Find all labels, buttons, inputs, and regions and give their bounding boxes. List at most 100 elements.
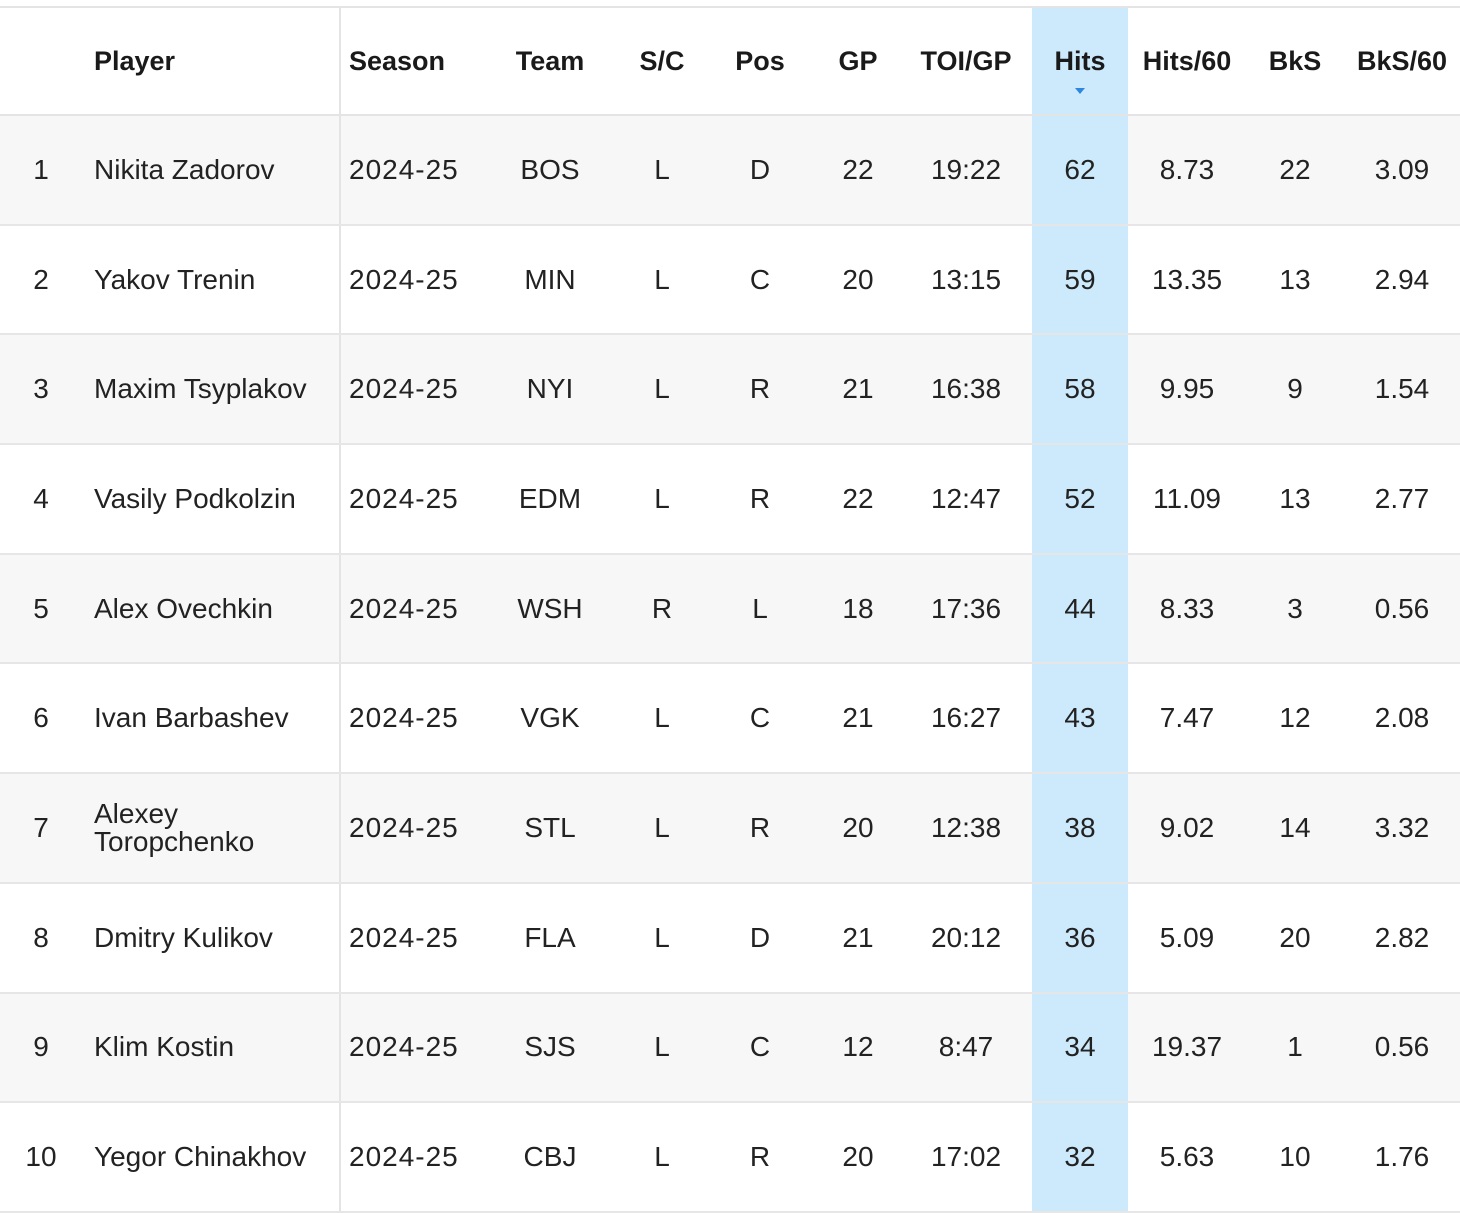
cell-toi-per-game: 13:15: [900, 224, 1032, 336]
table-row[interactable]: 3 Maxim Tsyplakov 2024-25 NYI L R 21 16:38 58 9.9…: [0, 334, 1460, 446]
header-bks60[interactable]: BkS/60: [1344, 6, 1460, 116]
cell-team: NYI: [480, 334, 620, 446]
header-hits[interactable]: Hits: [1032, 6, 1128, 116]
cell-blocked-shots-per-60: 0.56: [1344, 992, 1460, 1104]
cell-hits-per-60: 7.47: [1128, 663, 1246, 775]
table-row[interactable]: 7 Alexey Toropchenko 2024-25 STL L R 20 12:38 38…: [0, 773, 1460, 884]
cell-rank: 10: [0, 1102, 82, 1213]
cell-player[interactable]: Maxim Tsyplakov: [82, 334, 341, 446]
cell-team: BOS: [480, 115, 620, 226]
cell-season: 2024-25: [340, 663, 480, 775]
sort-descending-icon: [1075, 88, 1085, 94]
cell-games-played: 18: [816, 553, 900, 665]
cell-blocked-shots-per-60: 2.94: [1344, 224, 1460, 336]
cell-shoots-catches: L: [620, 1102, 704, 1213]
table-row[interactable]: 9 Klim Kostin 2024-25 SJS L C 12 8:47 34 19.37 1 0.…: [0, 992, 1460, 1104]
cell-team: MIN: [480, 224, 620, 336]
cell-rank: 1: [0, 115, 82, 226]
cell-position: D: [704, 115, 816, 226]
cell-position: R: [704, 334, 816, 446]
cell-hits-per-60: 5.63: [1128, 1102, 1246, 1213]
cell-hits: 62: [1032, 115, 1128, 226]
cell-hits: 59: [1032, 224, 1128, 336]
cell-games-played: 20: [816, 773, 900, 884]
header-team[interactable]: Team: [480, 6, 620, 116]
header-toi[interactable]: TOI/GP: [900, 6, 1032, 116]
table-row[interactable]: 1 Nikita Zadorov 2024-25 BOS L D 22 19:22 62 8.73…: [0, 115, 1460, 226]
cell-hits-per-60: 8.33: [1128, 553, 1246, 665]
cell-team: STL: [480, 773, 620, 884]
cell-blocked-shots: 3: [1246, 553, 1344, 665]
cell-blocked-shots: 14: [1246, 773, 1344, 884]
cell-position: D: [704, 882, 816, 994]
cell-player[interactable]: Yegor Chinakhov: [82, 1102, 341, 1213]
cell-player[interactable]: Nikita Zadorov: [82, 115, 341, 226]
header-hits60[interactable]: Hits/60: [1128, 6, 1246, 116]
header-gp[interactable]: GP: [816, 6, 900, 116]
cell-hits: 36: [1032, 882, 1128, 994]
cell-blocked-shots: 10: [1246, 1102, 1344, 1213]
cell-season: 2024-25: [340, 115, 480, 226]
cell-player[interactable]: Klim Kostin: [82, 992, 341, 1104]
cell-blocked-shots: 20: [1246, 882, 1344, 994]
header-season[interactable]: Season: [340, 6, 480, 116]
cell-hits-per-60: 9.95: [1128, 334, 1246, 446]
cell-player[interactable]: Dmitry Kulikov: [82, 882, 341, 994]
cell-blocked-shots-per-60: 3.09: [1344, 115, 1460, 226]
cell-hits-per-60: 9.02: [1128, 773, 1246, 884]
cell-shoots-catches: L: [620, 992, 704, 1104]
cell-rank: 2: [0, 224, 82, 336]
cell-player[interactable]: Alex Ovechkin: [82, 553, 341, 665]
cell-shoots-catches: L: [620, 773, 704, 884]
cell-blocked-shots: 13: [1246, 444, 1344, 555]
cell-games-played: 20: [816, 1102, 900, 1213]
cell-team: VGK: [480, 663, 620, 775]
header-pos[interactable]: Pos: [704, 6, 816, 116]
cell-toi-per-game: 12:47: [900, 444, 1032, 555]
cell-hits: 52: [1032, 444, 1128, 555]
cell-hits-per-60: 8.73: [1128, 115, 1246, 226]
cell-season: 2024-25: [340, 773, 480, 884]
cell-position: C: [704, 663, 816, 775]
cell-player[interactable]: Alexey Toropchenko: [82, 773, 341, 884]
cell-season: 2024-25: [340, 882, 480, 994]
cell-shoots-catches: L: [620, 882, 704, 994]
header-bks[interactable]: BkS: [1246, 6, 1344, 116]
cell-season: 2024-25: [340, 1102, 480, 1213]
cell-toi-per-game: 20:12: [900, 882, 1032, 994]
cell-season: 2024-25: [340, 444, 480, 555]
header-sc[interactable]: S/C: [620, 6, 704, 116]
cell-games-played: 22: [816, 444, 900, 555]
cell-position: R: [704, 1102, 816, 1213]
cell-blocked-shots-per-60: 3.32: [1344, 773, 1460, 884]
cell-shoots-catches: L: [620, 115, 704, 226]
table-header-row: Player Season Team S/C Pos GP TOI/GP Hit…: [0, 6, 1460, 116]
cell-shoots-catches: R: [620, 553, 704, 665]
cell-blocked-shots-per-60: 1.76: [1344, 1102, 1460, 1213]
cell-blocked-shots-per-60: 2.08: [1344, 663, 1460, 775]
table-row[interactable]: 2 Yakov Trenin 2024-25 MIN L C 20 13:15 59 13.35 1…: [0, 224, 1460, 336]
stats-table-container: Player Season Team S/C Pos GP TOI/GP Hit…: [0, 6, 1460, 1213]
cell-hits: 43: [1032, 663, 1128, 775]
table-row[interactable]: 6 Ivan Barbashev 2024-25 VGK L C 21 16:27 43 7.47…: [0, 663, 1460, 775]
cell-team: EDM: [480, 444, 620, 555]
cell-shoots-catches: L: [620, 334, 704, 446]
cell-hits: 58: [1032, 334, 1128, 446]
table-row[interactable]: 4 Vasily Podkolzin 2024-25 EDM L R 22 12:47 52 11…: [0, 444, 1460, 555]
cell-player[interactable]: Vasily Podkolzin: [82, 444, 341, 555]
cell-rank: 7: [0, 773, 82, 884]
header-player[interactable]: Player: [82, 6, 341, 116]
cell-team: SJS: [480, 992, 620, 1104]
table-row[interactable]: 8 Dmitry Kulikov 2024-25 FLA L D 21 20:12 36 5.09…: [0, 882, 1460, 994]
table-row[interactable]: 10 Yegor Chinakhov 2024-25 CBJ L R 20 17:02 32 5.…: [0, 1102, 1460, 1213]
cell-games-played: 20: [816, 224, 900, 336]
cell-games-played: 12: [816, 992, 900, 1104]
cell-hits-per-60: 11.09: [1128, 444, 1246, 555]
cell-player[interactable]: Ivan Barbashev: [82, 663, 341, 775]
cell-shoots-catches: L: [620, 663, 704, 775]
cell-games-played: 21: [816, 334, 900, 446]
cell-hits-per-60: 19.37: [1128, 992, 1246, 1104]
player-stats-table: Player Season Team S/C Pos GP TOI/GP Hit…: [0, 6, 1460, 1213]
table-row[interactable]: 5 Alex Ovechkin 2024-25 WSH R L 18 17:36 44 8.33 3…: [0, 553, 1460, 665]
cell-player[interactable]: Yakov Trenin: [82, 224, 341, 336]
